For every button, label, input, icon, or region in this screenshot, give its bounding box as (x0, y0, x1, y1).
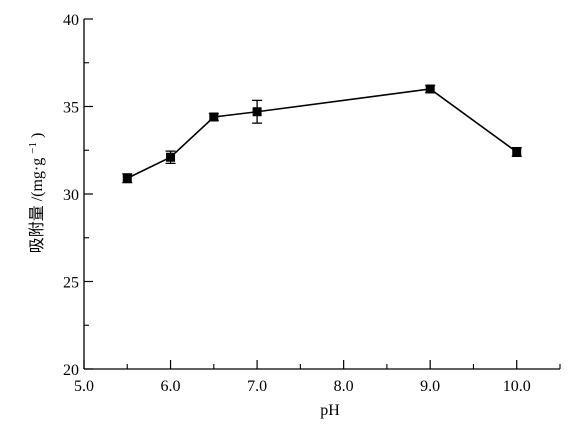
y-tick-label: 20 (63, 362, 79, 379)
x-tick-label: 5.0 (74, 378, 94, 395)
x-tick-label: 10.0 (503, 378, 531, 395)
axes-layer: 20 25 30 35 40 5.0 6.0 7.0 8.0 9.0 10.0 (63, 12, 561, 395)
data-point-marker (512, 147, 522, 157)
x-tick-label: 8.0 (334, 378, 354, 395)
data-point-marker (209, 112, 219, 122)
x-tick-label: 9.0 (420, 378, 440, 395)
series-layer (122, 84, 522, 184)
y-axis-title-unit-close: ) (29, 133, 46, 138)
data-point-marker (252, 107, 262, 117)
y-axis-title: 吸附量 /(mg·g −1 ) (23, 133, 46, 254)
y-axis-title-main: 吸附量 (28, 205, 46, 253)
data-point-marker (122, 173, 132, 183)
y-tick-label: 35 (63, 100, 79, 117)
data-point-marker (425, 84, 435, 94)
y-tick-label: 30 (63, 187, 79, 204)
y-tick-label: 40 (63, 12, 79, 29)
series-line (126, 88, 518, 179)
data-point-marker (166, 152, 176, 162)
y-axis-title-unit: /(mg·g (29, 158, 46, 202)
y-axis-title-unit-exponent: −1 (27, 142, 39, 154)
y-tick-label: 25 (63, 275, 79, 292)
x-tick-label: 6.0 (161, 378, 181, 395)
x-tick-label: 7.0 (247, 378, 267, 395)
labels-layer: pH 吸附量 /(mg·g −1 ) (23, 133, 340, 419)
x-axis-title: pH (320, 402, 340, 419)
